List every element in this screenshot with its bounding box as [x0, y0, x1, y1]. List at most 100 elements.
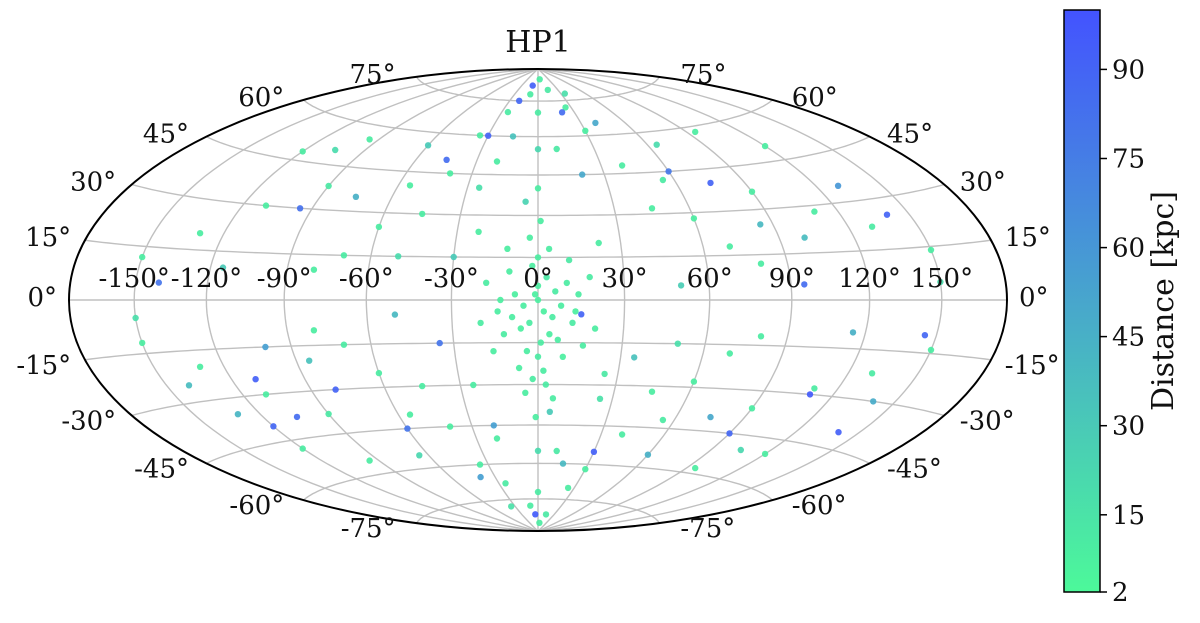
data-point	[325, 182, 332, 190]
latitude-tick-label-left: -15°	[16, 351, 71, 381]
data-point	[690, 215, 698, 222]
data-point	[436, 339, 443, 347]
data-point	[476, 461, 484, 468]
data-point	[546, 408, 553, 415]
data-point	[707, 413, 714, 421]
data-point	[522, 389, 529, 396]
data-point	[340, 252, 348, 259]
data-point	[748, 405, 756, 412]
data-point	[690, 378, 698, 385]
data-point	[511, 291, 519, 298]
data-point	[849, 329, 857, 336]
parallel-line	[416, 76, 660, 102]
data-point	[522, 198, 529, 205]
data-point	[582, 127, 589, 134]
data-point	[648, 388, 656, 395]
data-point	[532, 413, 539, 421]
data-point	[726, 430, 733, 437]
data-point	[404, 425, 411, 432]
longitude-tick-label: 90°	[769, 264, 815, 294]
data-point	[737, 446, 744, 454]
data-point	[553, 447, 560, 455]
data-point	[558, 109, 566, 116]
data-point	[592, 119, 599, 127]
data-point	[870, 398, 877, 405]
data-point	[332, 146, 339, 154]
latitude-tick-label-right: -45°	[887, 454, 942, 484]
data-point	[155, 279, 162, 286]
longitude-tick-label: -90°	[257, 264, 312, 294]
colorbar-tick-label: 2	[1112, 578, 1129, 608]
data-point	[579, 342, 587, 349]
data-point	[540, 308, 547, 315]
data-point	[527, 91, 534, 98]
data-point	[310, 266, 318, 273]
longitude-tick-label: 0°	[523, 264, 553, 294]
colorbar-gradient	[1063, 9, 1101, 593]
data-point	[561, 90, 568, 97]
data-point	[937, 278, 944, 286]
data-point	[476, 132, 484, 139]
data-point	[296, 205, 304, 212]
data-point	[674, 340, 681, 347]
data-point	[375, 223, 383, 231]
data-point	[497, 296, 504, 304]
data-point	[325, 410, 332, 418]
data-point	[761, 450, 769, 458]
latitude-tick-label-right: 30°	[960, 168, 1006, 198]
chart-title: HP1	[505, 25, 570, 60]
data-point	[618, 162, 626, 169]
data-point	[835, 429, 842, 436]
data-point	[196, 230, 204, 237]
data-point	[552, 288, 559, 295]
data-point	[475, 228, 482, 235]
data-point	[546, 331, 553, 338]
data-point	[506, 268, 513, 275]
latitude-tick-label-right: -15°	[1005, 351, 1060, 381]
longitude-tick-label: -120°	[171, 264, 242, 294]
data-point	[757, 333, 765, 340]
data-point	[707, 179, 714, 187]
data-point	[490, 422, 497, 429]
data-point	[559, 353, 566, 360]
data-point	[529, 82, 536, 89]
data-point	[517, 325, 524, 332]
longitude-tick-label: -60°	[339, 264, 394, 294]
data-point	[470, 381, 477, 389]
latitude-tick-label-right: 60°	[792, 83, 838, 113]
data-point	[196, 363, 204, 370]
data-point	[562, 104, 569, 111]
data-point	[648, 205, 656, 212]
data-point	[540, 367, 547, 374]
latitude-tick-label-left: 45°	[143, 120, 189, 150]
data-point	[801, 234, 808, 241]
data-point	[391, 311, 399, 318]
data-point	[185, 382, 193, 389]
data-point	[575, 291, 582, 298]
data-point	[534, 254, 542, 261]
data-point	[834, 182, 842, 189]
data-point	[653, 141, 660, 148]
data-point	[139, 339, 146, 347]
data-point	[406, 411, 414, 418]
data-point	[806, 391, 814, 398]
data-point	[618, 431, 626, 438]
data-point	[601, 370, 608, 378]
data-point	[443, 156, 450, 163]
data-point	[494, 308, 501, 315]
data-point	[310, 327, 318, 334]
data-point	[450, 253, 457, 261]
data-point	[868, 223, 876, 230]
data-point	[252, 376, 259, 383]
latitude-tick-label-left: 0°	[27, 283, 57, 313]
longitude-tick-label: 30°	[602, 264, 648, 294]
data-points	[132, 76, 944, 526]
data-point	[757, 260, 765, 267]
data-point	[927, 246, 935, 254]
data-point	[883, 211, 891, 218]
parallel-line	[416, 498, 660, 524]
data-point	[446, 423, 454, 430]
data-point	[578, 311, 585, 318]
data-point	[508, 313, 516, 321]
latitude-tick-label-left: -45°	[134, 454, 189, 484]
